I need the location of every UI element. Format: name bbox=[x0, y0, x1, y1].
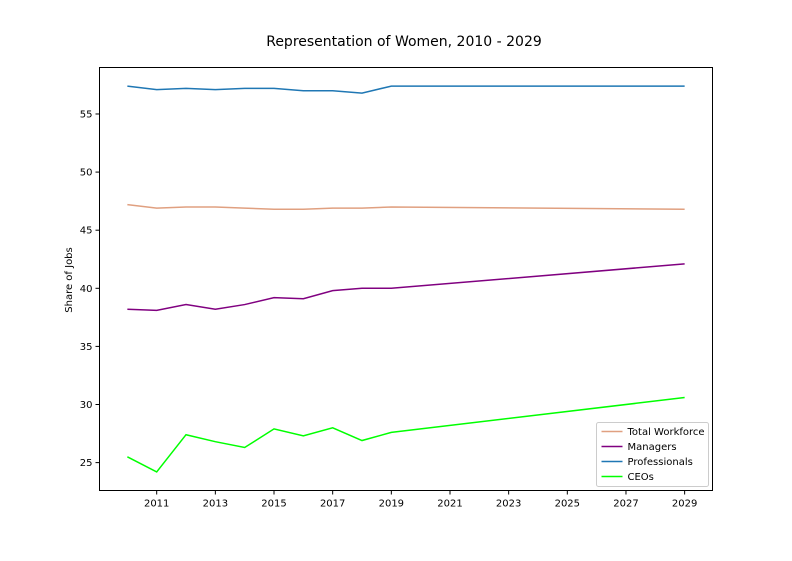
series-line-total-workforce bbox=[127, 203, 685, 211]
series-line-managers bbox=[127, 263, 685, 312]
x-tick-label: 2013 bbox=[203, 499, 228, 510]
y-tick-label: 35 bbox=[80, 342, 93, 353]
chart-title: Representation of Women, 2010 - 2029 bbox=[266, 34, 542, 50]
x-tick-label: 2019 bbox=[379, 499, 404, 510]
legend-label: CEOs bbox=[628, 472, 654, 483]
series-line-professionals bbox=[127, 85, 685, 94]
plot-area: 2011 2013 2015 2017 2019 2021 2023 2025 2027 2029… bbox=[80, 85, 697, 510]
legend: Total Workforce Managers Professionals CEOs bbox=[596, 422, 709, 487]
x-tick-label: 2017 bbox=[320, 499, 345, 510]
legend-label: Professionals bbox=[628, 457, 693, 468]
y-axis-label: Share of Jobs bbox=[64, 247, 75, 312]
x-tick-label: 2015 bbox=[261, 499, 286, 510]
y-tick-label: 55 bbox=[80, 109, 93, 120]
y-tick-label: 25 bbox=[80, 458, 93, 469]
x-tick-label: 2011 bbox=[144, 499, 169, 510]
plot-frame bbox=[99, 67, 713, 491]
x-tick-label: 2027 bbox=[613, 499, 638, 510]
legend-label: Managers bbox=[628, 442, 677, 453]
x-tick-label: 2025 bbox=[555, 499, 580, 510]
x-tick-label: 2029 bbox=[672, 499, 697, 510]
y-tick-label: 45 bbox=[80, 226, 93, 237]
y-tick-label: 30 bbox=[80, 400, 93, 411]
series-line-ceos bbox=[127, 396, 685, 473]
legend-box bbox=[596, 422, 709, 487]
x-tick-label: 2021 bbox=[437, 499, 462, 510]
x-tick-label: 2023 bbox=[496, 499, 521, 510]
legend-label: Total Workforce bbox=[627, 427, 705, 438]
y-tick-label: 40 bbox=[80, 284, 93, 295]
y-tick-label: 50 bbox=[80, 168, 93, 179]
